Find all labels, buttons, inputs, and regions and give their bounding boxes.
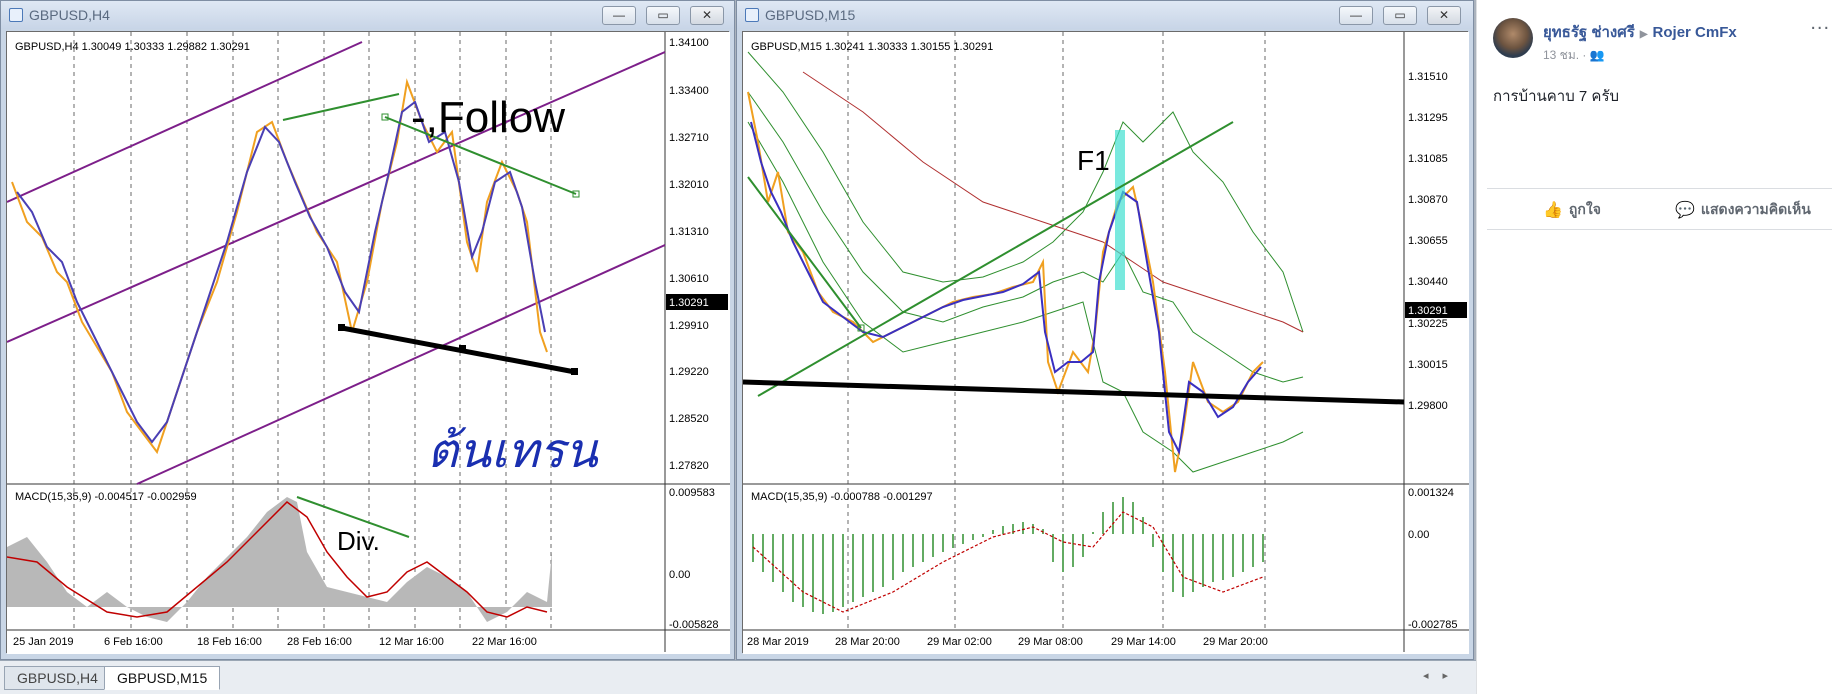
- time-tick: 6 Feb 16:00: [104, 636, 163, 648]
- price-tick: 1.32710: [669, 132, 709, 144]
- time-tick: 25 Jan 2019: [13, 636, 74, 648]
- tab-gbpusd-h4[interactable]: GBPUSD,H4: [4, 666, 111, 690]
- chart-window-gbpusd-h4: GBPUSD,H4 — ▭ ✕: [0, 0, 735, 660]
- macd-tick: 0.00: [669, 569, 690, 581]
- follow-annotation: -,Follow: [411, 93, 565, 142]
- time-tick: 28 Mar 20:00: [835, 636, 900, 648]
- m15-chart[interactable]: F1 GBPUSD,M15 1.30241 1.30333 1.30155 1.…: [742, 32, 1469, 654]
- time-tick: 29 Mar 02:00: [927, 636, 992, 648]
- avatar[interactable]: [1493, 18, 1533, 58]
- f1-annotation: F1: [1077, 145, 1110, 176]
- thumbs-up-icon: 👍: [1543, 202, 1563, 219]
- close-button[interactable]: ✕: [1427, 6, 1461, 25]
- time-tick: 28 Mar 2019: [747, 636, 809, 648]
- chart-info-label: GBPUSD,M15 1.30241 1.30333 1.30155 1.302…: [751, 41, 993, 53]
- price-tick: 1.31310: [669, 226, 709, 238]
- post-actions: 👍 ถูกใจ 💬 แสดงความคิดเห็น: [1487, 188, 1832, 230]
- price-tick: 1.33400: [669, 85, 709, 97]
- group-link[interactable]: Rojer CmFx: [1652, 24, 1737, 41]
- like-label: ถูกใจ: [1568, 201, 1601, 217]
- current-price-label: 1.30291: [669, 297, 709, 309]
- post-text: การบ้านคาบ 7 ครับ: [1493, 88, 1620, 105]
- price-tick: 1.32010: [669, 179, 709, 191]
- price-tick: 1.31510: [1408, 71, 1448, 83]
- chart-info-label: GBPUSD,H4 1.30049 1.30333 1.29882 1.3029…: [15, 41, 250, 53]
- macd-tick: 0.009583: [669, 487, 715, 499]
- time-tick: 28 Feb 16:00: [287, 636, 352, 648]
- tab-scroll-controls: ◂▸: [1423, 669, 1462, 682]
- price-tick: 1.31085: [1408, 153, 1448, 165]
- comment-button[interactable]: 💬 แสดงความคิดเห็น: [1675, 199, 1811, 221]
- comment-icon: 💬: [1675, 202, 1695, 219]
- price-tick: 1.30440: [1408, 276, 1448, 288]
- time-tick: 29 Mar 08:00: [1018, 636, 1083, 648]
- chart-window-gbpusd-m15: GBPUSD,M15 — ▭ ✕: [736, 0, 1474, 660]
- post-time[interactable]: 13 ชม.: [1543, 48, 1580, 62]
- h4-chart[interactable]: -,Follow ต้นเทรน GBPUSD,H4 1.30049 1.303…: [6, 32, 730, 654]
- facebook-post-panel: ยุทธรัฐ ช่างศรี ▶ Rojer CmFx 13 ชม. · 👥 ..…: [1476, 0, 1838, 694]
- macd-tick: 0.00: [1408, 529, 1429, 541]
- post-header: ยุทธรัฐ ช่างศรี ▶ Rojer CmFx: [1543, 20, 1737, 44]
- time-tick: 29 Mar 14:00: [1111, 636, 1176, 648]
- price-tick: 1.30015: [1408, 359, 1448, 371]
- macd-tick: -0.005828: [669, 619, 719, 631]
- time-tick: 12 Mar 16:00: [379, 636, 444, 648]
- price-tick: 1.30225: [1408, 318, 1448, 330]
- price-tick: 1.30610: [669, 273, 709, 285]
- chart-canvas-area[interactable]: F1 GBPUSD,M15 1.30241 1.30333 1.30155 1.…: [742, 31, 1469, 654]
- div-annotation: Div.: [337, 526, 380, 556]
- time-tick: 18 Feb 16:00: [197, 636, 262, 648]
- arrow-right-icon: ▶: [1639, 29, 1648, 40]
- macd-tick: -0.002785: [1408, 619, 1458, 631]
- price-tick: 1.30870: [1408, 194, 1448, 206]
- current-price-label: 1.30291: [1408, 305, 1448, 317]
- window-title: GBPUSD,M15: [765, 7, 856, 23]
- comment-label: แสดงความคิดเห็น: [1700, 201, 1811, 217]
- price-tick: 1.30655: [1408, 235, 1448, 247]
- price-tick: 1.31295: [1408, 112, 1448, 124]
- macd-tick: 0.001324: [1408, 487, 1454, 499]
- price-tick: 1.29220: [669, 366, 709, 378]
- minimize-button[interactable]: —: [1339, 6, 1373, 25]
- minimize-button[interactable]: —: [602, 6, 636, 25]
- time-tick: 29 Mar 20:00: [1203, 636, 1268, 648]
- window-title: GBPUSD,H4: [29, 7, 110, 23]
- tab-gbpusd-m15[interactable]: GBPUSD,M15: [104, 666, 221, 690]
- chart-canvas-area[interactable]: -,Follow ต้นเทรน GBPUSD,H4 1.30049 1.303…: [6, 31, 730, 654]
- restore-button[interactable]: ▭: [646, 6, 680, 25]
- macd-label: MACD(15,35,9) -0.004517 -0.002959: [15, 491, 197, 503]
- price-tick: 1.34100: [669, 37, 709, 49]
- author-link[interactable]: ยุทธรัฐ ช่างศรี: [1543, 24, 1635, 41]
- close-button[interactable]: ✕: [690, 6, 724, 25]
- scroll-left-icon[interactable]: ◂: [1422, 670, 1443, 682]
- macd-label: MACD(15,35,9) -0.000788 -0.001297: [751, 491, 933, 503]
- price-tick: 1.29800: [1408, 400, 1448, 412]
- time-tick: 22 Mar 16:00: [472, 636, 537, 648]
- chart-window-icon: [9, 8, 23, 22]
- group-icon: 👥: [1589, 48, 1605, 62]
- scroll-right-icon[interactable]: ▸: [1442, 670, 1462, 682]
- more-options-icon[interactable]: ...: [1810, 12, 1830, 34]
- handwritten-annotation: ต้นเทรน: [427, 425, 599, 478]
- chart-tab-bar: GBPUSD,H4 GBPUSD,M15 ◂▸: [0, 660, 1476, 694]
- price-tick: 1.27820: [669, 460, 709, 472]
- price-tick: 1.28520: [669, 413, 709, 425]
- restore-button[interactable]: ▭: [1383, 6, 1417, 25]
- like-button[interactable]: 👍 ถูกใจ: [1543, 199, 1601, 221]
- chart-window-icon: [745, 8, 759, 22]
- price-tick: 1.29910: [669, 320, 709, 332]
- post-meta: 13 ชม. · 👥: [1543, 48, 1605, 62]
